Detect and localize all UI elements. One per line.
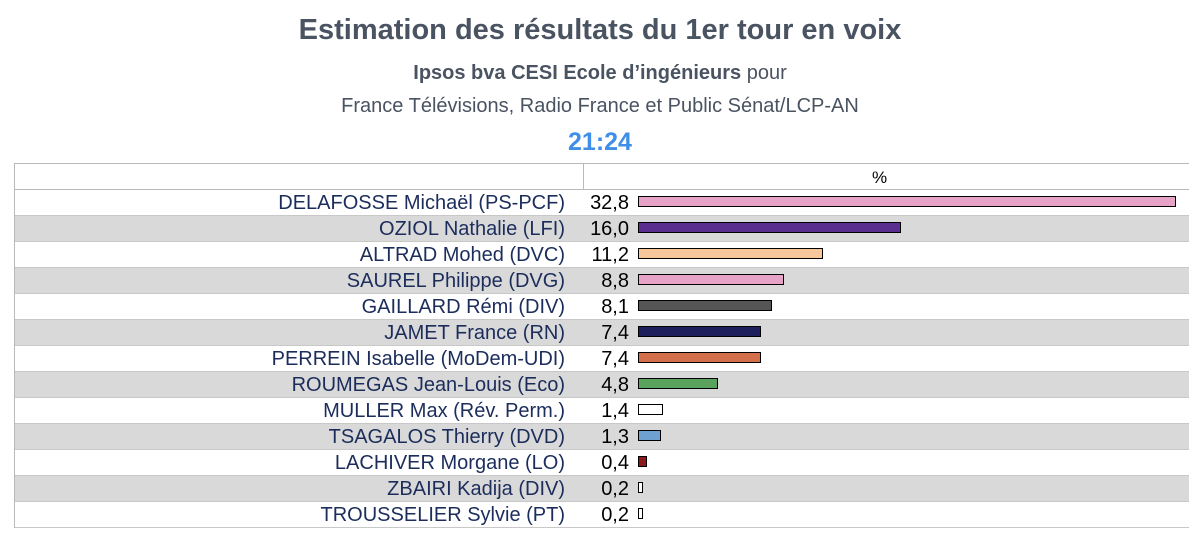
result-bar xyxy=(638,508,643,519)
value-label: 8,8 xyxy=(601,270,629,292)
table-row: JAMET France (RN) 7,4 xyxy=(15,320,1189,346)
value-label: 7,4 xyxy=(601,322,629,344)
value-label: 8,1 xyxy=(601,296,629,318)
table-header-row: % xyxy=(15,164,1189,190)
candidate-name: DELAFOSSE Michaël (PS-PCF) xyxy=(278,192,565,214)
value-label: 0,2 xyxy=(601,504,629,526)
table-row: ALTRAD Mohed (DVC) 11,2 xyxy=(15,242,1189,268)
table-row: MULLER Max (Rév. Perm.) 1,4 xyxy=(15,398,1189,424)
table-row: GAILLARD Rémi (DIV) 8,1 xyxy=(15,294,1189,320)
value-label: 16,0 xyxy=(590,218,629,240)
candidate-name: TROUSSELIER Sylvie (PT) xyxy=(320,504,565,526)
candidate-name: LACHIVER Morgane (LO) xyxy=(334,452,565,474)
result-bar xyxy=(638,378,718,389)
table-row: ZBAIRI Kadija (DIV) 0,2 xyxy=(15,476,1189,502)
result-bar xyxy=(638,430,661,441)
candidate-name: TSAGALOS Thierry (DVD) xyxy=(328,426,565,448)
result-bar xyxy=(638,222,901,233)
table-row: TSAGALOS Thierry (DVD) 1,3 xyxy=(15,424,1189,450)
candidate-name: SAUREL Philippe (DVG) xyxy=(346,270,565,292)
candidate-name: ROUMEGAS Jean-Louis (Eco) xyxy=(291,374,565,396)
value-label: 1,3 xyxy=(601,426,629,448)
result-bar xyxy=(638,274,784,285)
chart-broadcasters: France Télévisions, Radio France et Publ… xyxy=(341,95,859,117)
subtitle-suffix: pour xyxy=(741,62,787,84)
table-row: LACHIVER Morgane (LO) 0,4 xyxy=(15,450,1189,476)
value-label: 0,2 xyxy=(601,478,629,500)
table-row: ROUMEGAS Jean-Louis (Eco) 4,8 xyxy=(15,372,1189,398)
chart-title: Estimation des résultats du 1er tour en … xyxy=(298,14,902,46)
estimate-time: 21:24 xyxy=(568,128,632,156)
result-bar xyxy=(638,482,643,493)
unit-label: % xyxy=(872,168,888,187)
value-label: 7,4 xyxy=(601,348,629,370)
result-bar xyxy=(638,326,761,337)
candidate-name: JAMET France (RN) xyxy=(384,322,565,344)
candidate-name: ZBAIRI Kadija (DIV) xyxy=(387,478,565,500)
result-bar xyxy=(638,196,1176,207)
table-row: TROUSSELIER Sylvie (PT) 0,2 xyxy=(15,502,1189,528)
header-divider xyxy=(583,164,584,189)
table-row: SAUREL Philippe (DVG) 8,8 xyxy=(15,268,1189,294)
table-row: DELAFOSSE Michaël (PS-PCF) 32,8 xyxy=(15,190,1189,216)
candidate-name: ALTRAD Mohed (DVC) xyxy=(359,244,565,266)
value-label: 11,2 xyxy=(591,244,629,266)
result-bar xyxy=(638,352,761,363)
table-row: PERREIN Isabelle (MoDem-UDI) 7,4 xyxy=(15,346,1189,372)
table-row: OZIOL Nathalie (LFI) 16,0 xyxy=(15,216,1189,242)
value-label: 0,4 xyxy=(601,452,629,474)
result-bar xyxy=(638,300,772,311)
result-bar xyxy=(638,404,663,415)
chart-subtitle: Ipsos bva CESI Ecole d’ingénieurs pour xyxy=(0,62,1200,85)
candidate-name: MULLER Max (Rév. Perm.) xyxy=(323,400,565,422)
results-table: % DELAFOSSE Michaël (PS-PCF) 32,8 OZIOL Na… xyxy=(14,163,1189,528)
value-label: 4,8 xyxy=(601,374,629,396)
pollster-name: Ipsos bva CESI Ecole d’ingénieurs xyxy=(413,62,742,84)
candidate-name: GAILLARD Rémi (DIV) xyxy=(361,296,565,318)
value-label: 32,8 xyxy=(590,192,629,214)
candidate-name: OZIOL Nathalie (LFI) xyxy=(379,218,565,240)
result-bar xyxy=(638,248,823,259)
table-rows: DELAFOSSE Michaël (PS-PCF) 32,8 OZIOL Nath… xyxy=(15,190,1189,528)
candidate-name: PERREIN Isabelle (MoDem-UDI) xyxy=(271,348,565,370)
result-bar xyxy=(638,456,647,467)
value-label: 1,4 xyxy=(601,400,629,422)
